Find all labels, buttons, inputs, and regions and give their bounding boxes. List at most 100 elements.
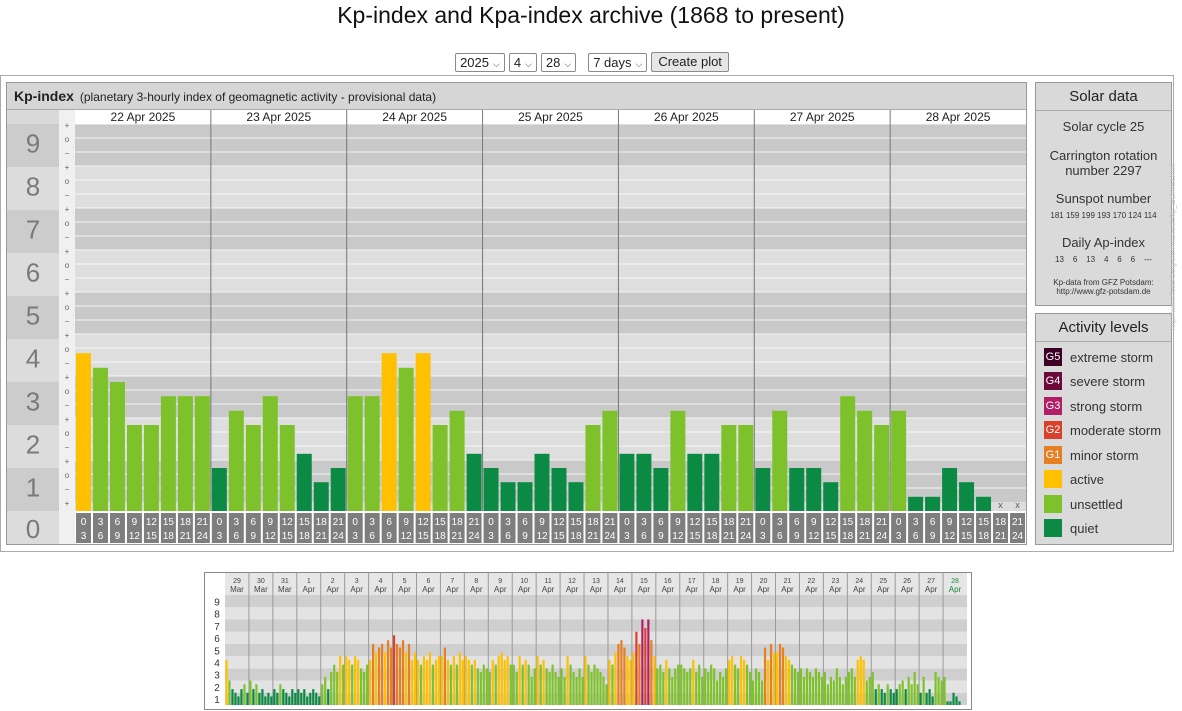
overview-grid-band: [225, 595, 967, 608]
hour-label-cell: [143, 513, 159, 543]
hour-label-end: 18: [978, 531, 990, 542]
overview-kp-bar: [611, 664, 614, 705]
overview-kp-bar: [551, 664, 554, 705]
overview-kp-bar: [820, 676, 823, 705]
sunspot-title: Sunspot number: [1055, 191, 1152, 206]
hour-label-cell: [313, 513, 329, 543]
overview-month-label: Apr: [446, 585, 459, 594]
overview-kp-bar: [898, 684, 901, 705]
overview-kp-bar: [572, 672, 575, 705]
hour-label-cell: [432, 513, 448, 543]
overview-kp-bar: [542, 659, 545, 705]
overview-kp-bar: [446, 659, 449, 705]
overview-kp-bar: [560, 668, 563, 705]
overview-kp-bar: [443, 647, 447, 705]
overview-month-label: Apr: [422, 585, 435, 594]
overview-kp-bar: [692, 659, 695, 705]
overview-day-number: 27: [927, 578, 935, 585]
hour-label-start: 3: [505, 517, 511, 528]
overview-kp-bar: [772, 652, 776, 705]
hour-label-end: 15: [282, 531, 294, 542]
kp-bar: [789, 468, 805, 511]
overview-kp-bar: [910, 684, 913, 705]
day-label: 24 Apr 2025: [382, 110, 447, 124]
chevron-down-icon: ⌵: [525, 58, 532, 69]
y-sub-tick: +: [65, 247, 70, 256]
day-label: 28 Apr 2025: [926, 110, 991, 124]
grid-band: [75, 348, 1026, 362]
overview-kp-bar: [258, 692, 261, 705]
hour-label-end: 24: [469, 531, 481, 542]
overview-kp-bar: [722, 676, 725, 705]
hour-label-cell: [330, 513, 346, 543]
year-value: 2025: [460, 54, 489, 70]
overview-kp-bar: [817, 672, 820, 705]
hour-label-end: 21: [859, 531, 871, 542]
hour-label-start: 18: [723, 517, 735, 528]
overview-kp-bar: [608, 659, 611, 705]
month-select[interactable]: 4 ⌵: [508, 52, 537, 72]
day-select[interactable]: 28 ⌵: [540, 52, 577, 72]
overview-kp-bar: [578, 668, 581, 705]
overview-kp-bar: [434, 659, 438, 705]
overview-month-label: Mar: [254, 585, 268, 594]
overview-kp-bar: [838, 676, 841, 705]
page-title: Kp-index and Kpa-index archive (1868 to …: [337, 2, 845, 28]
overview-kp-bar: [225, 659, 228, 705]
overview-kp-bar: [506, 656, 509, 705]
overview-kp-bar: [925, 692, 928, 705]
solar-cycle: Solar cycle 25: [1062, 119, 1145, 134]
overview-date-band: [225, 573, 967, 595]
kp-bar: [517, 482, 533, 511]
overview-kp-bar: [512, 664, 515, 705]
overview-kp-bar: [680, 664, 683, 705]
missing-value-mark: x: [1015, 500, 1020, 510]
kp-bar: [908, 496, 924, 511]
range-select[interactable]: 7 days ⌵: [588, 52, 648, 72]
overview-kp-bar: [380, 643, 384, 705]
kp-bar: [738, 425, 754, 511]
grid-band: [75, 362, 1026, 376]
hour-label-end: 21: [723, 531, 735, 542]
hour-label-start: 9: [268, 517, 274, 528]
overview-kp-bar: [934, 672, 937, 705]
hour-label-end: 24: [333, 531, 345, 542]
hour-label-end: 24: [740, 531, 752, 542]
hour-label-end: 9: [522, 531, 528, 542]
y-level-band: [7, 468, 59, 511]
y-sub-tick: −: [65, 233, 70, 242]
g1-swatch: G1: [1044, 446, 1062, 464]
solar-data-panel: Solar data Solar cycle 25 Carrington rot…: [1035, 82, 1172, 306]
g4-swatch: G4: [1044, 372, 1062, 390]
overview-kp-bar: [339, 656, 342, 705]
hour-label-end: 12: [536, 531, 548, 542]
chevron-down-icon: ⌵: [493, 58, 500, 69]
hour-label-cell: [602, 513, 618, 543]
overview-kp-bar: [279, 684, 282, 705]
missing-value-mark: x: [998, 500, 1003, 510]
hour-label-end: 24: [876, 531, 888, 542]
hour-label-start: 18: [859, 517, 871, 528]
hour-label-start: 0: [896, 517, 902, 528]
year-select[interactable]: 2025 ⌵: [455, 52, 505, 72]
overview-kp-bar: [907, 676, 910, 705]
hour-label-cell: [194, 513, 210, 543]
overview-kp-bar: [802, 676, 806, 705]
chevron-down-icon: ⌵: [635, 58, 643, 69]
overview-grid-band: [225, 692, 967, 705]
create-plot-button[interactable]: Create plot: [651, 52, 729, 72]
kp-bar: [415, 353, 431, 511]
overview-kp-bar: [294, 692, 297, 705]
kp-bar: [772, 410, 788, 511]
y-sub-tick: +: [65, 289, 70, 298]
grid-band: [75, 124, 1026, 138]
overview-kp-bar: [252, 689, 255, 705]
overview-kp-bar: [473, 659, 476, 705]
overview-kp-bar: [796, 672, 800, 705]
overview-month-label: Apr: [733, 585, 746, 594]
legend-g4: G4 severe storm: [1044, 372, 1145, 390]
data-source-link[interactable]: http://www.gfz-potsdam.de: [1056, 287, 1151, 296]
hour-label-end: 9: [115, 531, 121, 542]
overview-y-tick: 5: [214, 646, 220, 657]
overview-kp-bar: [605, 684, 608, 705]
